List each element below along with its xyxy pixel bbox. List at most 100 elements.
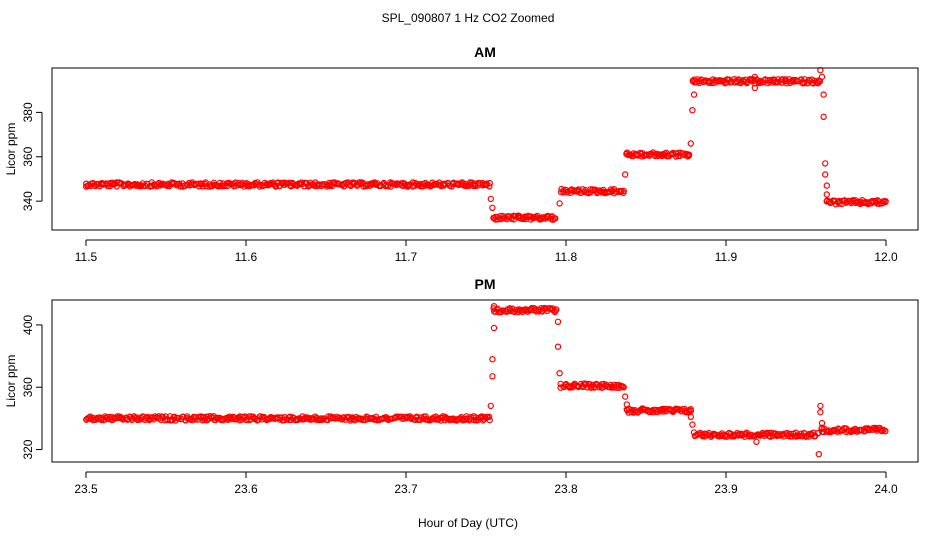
am-data-point	[685, 151, 693, 158]
am-transition-point	[751, 84, 759, 92]
am-data-point	[274, 179, 282, 186]
pm-transition-point	[554, 343, 562, 350]
pm-transition-point	[489, 356, 496, 363]
am-transition-point	[822, 171, 829, 178]
pm-data-point	[882, 427, 889, 435]
pm-data-point	[721, 433, 729, 440]
am-data-point	[813, 79, 820, 86]
pm-x-tick-label: 23.9	[714, 482, 738, 496]
pm-transition-point	[487, 402, 494, 410]
pm-data-point	[474, 414, 482, 421]
pm-plot-frame	[51, 299, 919, 463]
figure-x-label: Hour of Day (UTC)	[418, 516, 518, 530]
pm-transition-point	[623, 401, 631, 408]
pm-data-point	[130, 413, 138, 420]
am-y-tick-label: 380	[21, 102, 35, 122]
pm-data-point	[486, 416, 493, 424]
pm-points	[83, 303, 889, 458]
pm-transition-point	[489, 373, 496, 380]
am-transition-point	[820, 113, 827, 121]
pm-transition-point	[753, 438, 760, 445]
am-y-tick-label: 360	[21, 146, 35, 166]
pm-transition-point	[815, 451, 823, 458]
am-transition-point	[556, 200, 563, 207]
am-plot-frame	[51, 67, 919, 231]
pm-x-tick-label: 23.7	[394, 482, 418, 496]
pm-data-point	[538, 305, 545, 312]
pm-transition-point	[490, 303, 498, 310]
am-y-axis: 340 360 380	[21, 102, 43, 211]
pm-x-tick-label: 23.8	[554, 482, 578, 496]
pm-y-axis: 320 360 400	[21, 315, 43, 460]
am-x-axis: 11.5 11.6 11.7 11.8 11.9 12.0	[75, 239, 898, 264]
pm-transition-point	[556, 370, 563, 377]
am-transition-point	[622, 171, 629, 178]
pm-data-point	[485, 413, 493, 420]
am-x-tick-label: 12.0	[874, 250, 898, 264]
am-data-point	[332, 180, 339, 187]
am-data-point	[356, 179, 363, 186]
pm-data-point	[347, 415, 355, 423]
pm-transition-point	[554, 318, 562, 325]
pm-transition-point	[689, 421, 696, 428]
pm-data-point	[853, 427, 861, 434]
am-x-tick-label: 11.6	[235, 250, 258, 264]
am-data-point	[449, 180, 456, 188]
am-transition-point	[487, 195, 494, 203]
pm-data-point	[557, 384, 564, 391]
pm-transition-point	[818, 424, 826, 431]
am-transition-point	[823, 182, 831, 189]
pm-transition-point	[817, 402, 824, 410]
am-data-point	[774, 76, 782, 83]
pm-data-point	[797, 430, 805, 437]
pm-x-axis: 23.5 23.6 23.7 23.8 23.9 24.0	[74, 471, 898, 496]
pm-data-point	[413, 413, 420, 420]
pm-transition-point	[490, 324, 498, 332]
pm-x-tick-label: 24.0	[874, 482, 898, 496]
am-y-tick-label: 340	[21, 191, 35, 211]
pm-y-tick-label: 360	[21, 377, 35, 397]
pm-data-point	[687, 406, 694, 413]
pm-data-point	[583, 380, 590, 387]
am-panel-title: AM	[474, 44, 496, 60]
pm-y-tick-label: 400	[21, 315, 35, 335]
am-data-point	[486, 183, 493, 190]
figure-title: SPL_090807 1 Hz CO2 Zoomed	[382, 11, 555, 25]
am-transition-point	[689, 106, 696, 114]
pm-panel: PM 23.5 23.6 23.7 23.8 23.9 24.0 320 360 400 Li…	[4, 276, 919, 496]
pm-transition-point	[687, 413, 695, 420]
am-data-point	[267, 179, 274, 187]
pm-panel-title: PM	[475, 276, 496, 292]
pm-data-point	[97, 416, 105, 424]
am-transition-point	[822, 160, 829, 167]
pm-data-point	[241, 413, 249, 420]
pm-transition-point	[817, 409, 824, 416]
am-panel: AM 11.5 11.6 11.7 11.8 11.9 12.0 340 360 380 Li…	[4, 44, 919, 264]
pm-data-point	[384, 415, 391, 422]
pm-y-label: Licor ppm	[4, 355, 18, 408]
am-points	[82, 66, 889, 223]
am-transition-point	[751, 73, 759, 81]
am-data-point	[459, 179, 466, 186]
pm-x-tick-label: 23.6	[234, 482, 258, 496]
am-data-point	[882, 197, 889, 205]
am-transition-point	[818, 73, 826, 81]
am-x-tick-label: 11.7	[395, 250, 418, 264]
am-data-point	[486, 179, 493, 187]
pm-transition-point	[622, 393, 629, 400]
pm-y-tick-label: 320	[21, 439, 35, 459]
am-y-label: Licor ppm	[4, 123, 18, 176]
am-transition-point	[823, 191, 831, 198]
am-data-point	[251, 179, 259, 187]
pm-transition-point	[690, 429, 698, 436]
am-transition-point	[489, 204, 496, 211]
am-data-point	[551, 215, 558, 222]
am-x-tick-label: 11.5	[75, 250, 98, 264]
am-data-point	[620, 187, 628, 195]
am-transition-point	[687, 140, 695, 147]
am-data-point	[810, 80, 817, 87]
pm-data-point	[462, 416, 469, 423]
pm-x-tick-label: 23.5	[74, 482, 98, 496]
pm-data-point	[810, 429, 817, 436]
